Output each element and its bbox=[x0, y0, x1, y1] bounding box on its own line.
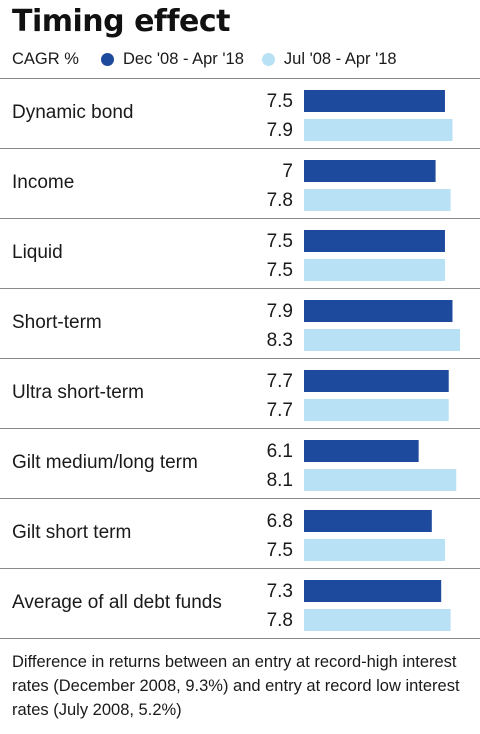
data-label: 7.9 bbox=[267, 301, 293, 322]
bar bbox=[304, 440, 419, 462]
legend-label-series-2: Jul '08 - Apr '18 bbox=[283, 49, 397, 68]
category-label: Average of all debt funds bbox=[12, 592, 222, 613]
bar bbox=[304, 370, 449, 392]
data-label: 6.8 bbox=[267, 511, 293, 532]
data-label: 7.8 bbox=[267, 610, 293, 631]
legend-swatch-series-1 bbox=[100, 52, 114, 66]
bar bbox=[304, 119, 453, 141]
category-label: Ultra short-term bbox=[12, 382, 144, 403]
category-label: Income bbox=[12, 172, 74, 193]
category-label: Short-term bbox=[12, 312, 102, 333]
legend-item-series-1: Dec '08 - Apr '18 bbox=[100, 49, 244, 69]
data-label: 7.5 bbox=[267, 91, 293, 112]
data-label: 6.1 bbox=[267, 441, 293, 462]
bar bbox=[304, 300, 453, 322]
data-label: 7.3 bbox=[267, 581, 293, 602]
category-label: Liquid bbox=[12, 242, 63, 263]
unit-label: CAGR % bbox=[12, 49, 79, 68]
data-label: 7.5 bbox=[267, 231, 293, 252]
data-label: 7 bbox=[282, 161, 293, 182]
bar bbox=[304, 580, 442, 602]
chart-title: Timing effect bbox=[12, 4, 231, 39]
data-label: 7.8 bbox=[267, 190, 293, 211]
data-label: 8.3 bbox=[267, 330, 293, 351]
bar bbox=[304, 189, 451, 211]
legend: CAGR % Dec '08 - Apr '18 Jul '08 - Apr '… bbox=[12, 48, 415, 70]
bar bbox=[304, 399, 449, 421]
bar bbox=[304, 609, 451, 631]
data-label: 7.5 bbox=[267, 260, 293, 281]
chart-note: Difference in returns between an entry a… bbox=[12, 653, 460, 719]
bar bbox=[304, 539, 445, 561]
category-label: Gilt medium/long term bbox=[12, 452, 198, 473]
bar bbox=[304, 329, 460, 351]
data-label: 7.7 bbox=[267, 371, 293, 392]
bar-chart: Dynamic bond 7.5 7.9 Income 7 7.8 Liquid 7.5 7.5… bbox=[0, 78, 480, 639]
bar bbox=[304, 90, 445, 112]
bar bbox=[304, 259, 445, 281]
legend-item-series-2: Jul '08 - Apr '18 bbox=[261, 49, 397, 69]
bar bbox=[304, 469, 457, 491]
category-label: Gilt short term bbox=[12, 522, 131, 543]
data-label: 7.5 bbox=[267, 540, 293, 561]
legend-label-series-1: Dec '08 - Apr '18 bbox=[122, 49, 244, 68]
data-label: 7.9 bbox=[267, 120, 293, 141]
data-label: 7.7 bbox=[267, 400, 293, 421]
bar bbox=[304, 160, 436, 182]
legend-swatch-series-2 bbox=[261, 52, 275, 66]
category-label: Dynamic bond bbox=[12, 102, 133, 123]
bar bbox=[304, 230, 445, 252]
bar bbox=[304, 510, 432, 532]
data-label: 8.1 bbox=[267, 470, 293, 491]
